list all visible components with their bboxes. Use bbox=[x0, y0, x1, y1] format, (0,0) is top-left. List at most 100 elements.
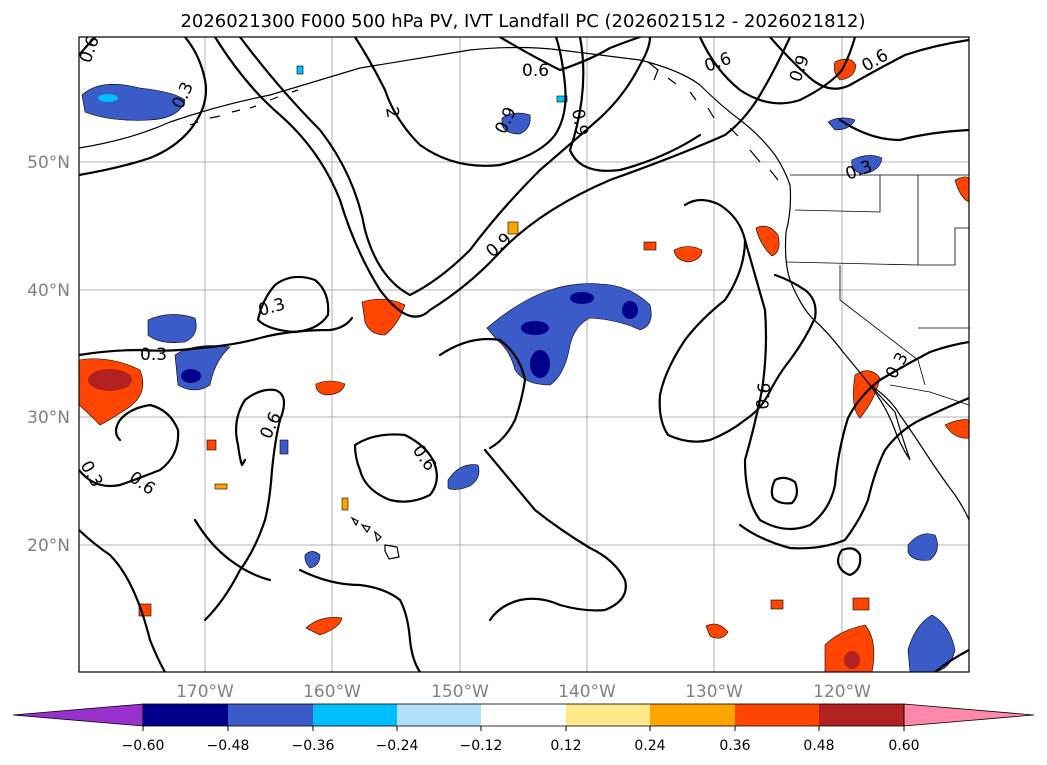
lat-label-20n: 20°N bbox=[27, 536, 70, 556]
north-america-west-coast bbox=[784, 184, 969, 521]
lon-label-150w: 150°W bbox=[431, 682, 489, 702]
contour-06-central bbox=[79, 403, 180, 488]
pos-blob-small-2 bbox=[643, 241, 657, 251]
hawaii-islands bbox=[350, 516, 400, 560]
pos-blob-160w-32n bbox=[315, 380, 346, 396]
colorbar-tick-label-10: 0.60 bbox=[888, 738, 919, 754]
contour-nw-06 bbox=[79, 37, 97, 57]
colorbar-segment-3 bbox=[313, 704, 397, 726]
colorbar-tick-label-8: 0.36 bbox=[719, 738, 750, 754]
contour-06-loop bbox=[353, 433, 438, 503]
colorbar-tick-labels: −0.60 −0.48 −0.36 −0.24 −0.12 0.12 0.24 … bbox=[122, 738, 920, 754]
state-border-ca-nv bbox=[839, 265, 926, 386]
colorbar-segment-4 bbox=[397, 704, 481, 726]
colorbar-tick-label-6: 0.12 bbox=[550, 738, 581, 754]
colorbar-segment-8 bbox=[735, 704, 819, 726]
pos-blob-small-8 bbox=[214, 483, 228, 490]
contour-label-8: 0.9 bbox=[567, 107, 591, 137]
colorbar-segment-1 bbox=[143, 704, 228, 726]
colorbar-tick-label-9: 0.48 bbox=[803, 738, 834, 754]
neg-blob-170w-37n bbox=[147, 314, 197, 343]
contour-label-7: 2 bbox=[381, 105, 403, 119]
contour-09-main bbox=[213, 37, 792, 318]
pv-contours bbox=[79, 37, 969, 672]
neg-blob-113w-12n bbox=[907, 614, 956, 672]
colorbar: −0.60 −0.48 −0.36 −0.24 −0.12 0.12 0.24 … bbox=[12, 703, 1035, 754]
pos-blob-west-edge-core bbox=[88, 369, 132, 391]
colorbar-tick-label-4: −0.24 bbox=[376, 738, 419, 754]
pos-blob-117w-32n bbox=[853, 370, 881, 419]
pos-blob-small-3 bbox=[852, 597, 870, 611]
contour-06-east-loop bbox=[658, 198, 817, 443]
map-frame bbox=[78, 36, 970, 673]
colorbar-frame bbox=[142, 703, 905, 727]
contour-06-far-south bbox=[738, 396, 969, 550]
us-mexico-border bbox=[889, 384, 969, 406]
pos-blob-120w-11n bbox=[824, 624, 875, 672]
contour-06-central-2 bbox=[438, 337, 527, 450]
neg-blob-small-2 bbox=[296, 65, 304, 75]
contour-label-17: 0.6 bbox=[753, 382, 775, 411]
neg-blob-ne-corner bbox=[81, 83, 186, 121]
contour-06-vertical bbox=[743, 238, 882, 531]
pos-blob-120w-11n-core bbox=[844, 651, 860, 669]
state-border-or-wa bbox=[794, 175, 881, 213]
colorbar-min-arrow bbox=[12, 703, 144, 727]
pos-blob-small-4 bbox=[770, 599, 784, 610]
neg-blob-central-core-1 bbox=[521, 321, 549, 335]
state-border-id-nv bbox=[918, 227, 969, 266]
colorbar-segment-5 bbox=[481, 704, 566, 726]
pos-blob-157w-37n bbox=[361, 298, 406, 336]
colorbar-max-arrow bbox=[903, 703, 1035, 727]
pos-blob-130w-12n bbox=[705, 623, 729, 639]
pos-blob-160w-12n bbox=[305, 617, 343, 636]
shaded-pv-field bbox=[79, 58, 969, 672]
neg-blob-145w-54n bbox=[501, 112, 531, 135]
lon-label-140w: 140°W bbox=[558, 682, 616, 702]
contour-06-south bbox=[79, 528, 167, 672]
contour-2 bbox=[353, 37, 567, 167]
political-borders bbox=[786, 174, 969, 406]
pos-blob-124w-44n bbox=[755, 225, 780, 257]
contour-09-ne bbox=[568, 37, 702, 172]
neg-blob-central-core-3 bbox=[570, 292, 594, 304]
contour-west-03 bbox=[79, 37, 208, 177]
pos-blob-112w-29n bbox=[944, 419, 969, 439]
neg-blob-122w-52n bbox=[827, 117, 856, 131]
colorbar-segment-7 bbox=[650, 704, 735, 726]
colorbar-segment-9 bbox=[819, 704, 904, 726]
lon-label-130w: 130°W bbox=[685, 682, 743, 702]
contour-06-ne bbox=[768, 37, 969, 90]
pos-blob-small-1 bbox=[507, 221, 519, 235]
neg-blob-small-1 bbox=[556, 95, 568, 103]
longitude-labels: 170°W 160°W 150°W 140°W 130°W 120°W bbox=[176, 682, 871, 702]
contour-label-3: 0.6 bbox=[522, 61, 549, 81]
colorbar-segment-2 bbox=[228, 704, 313, 726]
neg-blob-central-core-4 bbox=[622, 301, 638, 319]
colorbar-tick-label-2: −0.48 bbox=[207, 738, 250, 754]
pos-blob-131w-43n bbox=[673, 246, 703, 263]
contour-03-mid bbox=[79, 316, 354, 357]
contour-06-southcentral bbox=[203, 388, 286, 622]
contour-06-loop-2 bbox=[193, 518, 272, 582]
pos-blob-small-7 bbox=[341, 497, 349, 511]
latitude-labels: 50°N 40°N 30°N 20°N bbox=[27, 153, 70, 556]
contour-se-corner bbox=[933, 648, 969, 672]
colorbar-tick-label-1: −0.60 bbox=[122, 738, 165, 754]
neg-blob-161w-19n bbox=[304, 551, 321, 569]
neg-blob-121w-49n bbox=[851, 155, 883, 175]
contour-06-big bbox=[298, 568, 422, 672]
pos-blob-small-6 bbox=[206, 439, 217, 451]
contour-06-southeast bbox=[483, 448, 627, 622]
lat-label-40n: 40°N bbox=[27, 281, 70, 301]
gridlines bbox=[79, 37, 969, 672]
neg-blob-170w-33n-core bbox=[181, 369, 201, 383]
neg-blob-150w-25n bbox=[447, 464, 480, 490]
colorbar-ticks bbox=[142, 726, 905, 731]
lon-label-160w: 160°W bbox=[303, 682, 361, 702]
contour-03-ne bbox=[838, 118, 969, 142]
contour-06-small-loop bbox=[770, 476, 799, 505]
contour-09-ne-2 bbox=[698, 37, 857, 105]
map-title: 2026021300 F000 500 hPa PV, IVT Landfall… bbox=[180, 11, 865, 32]
